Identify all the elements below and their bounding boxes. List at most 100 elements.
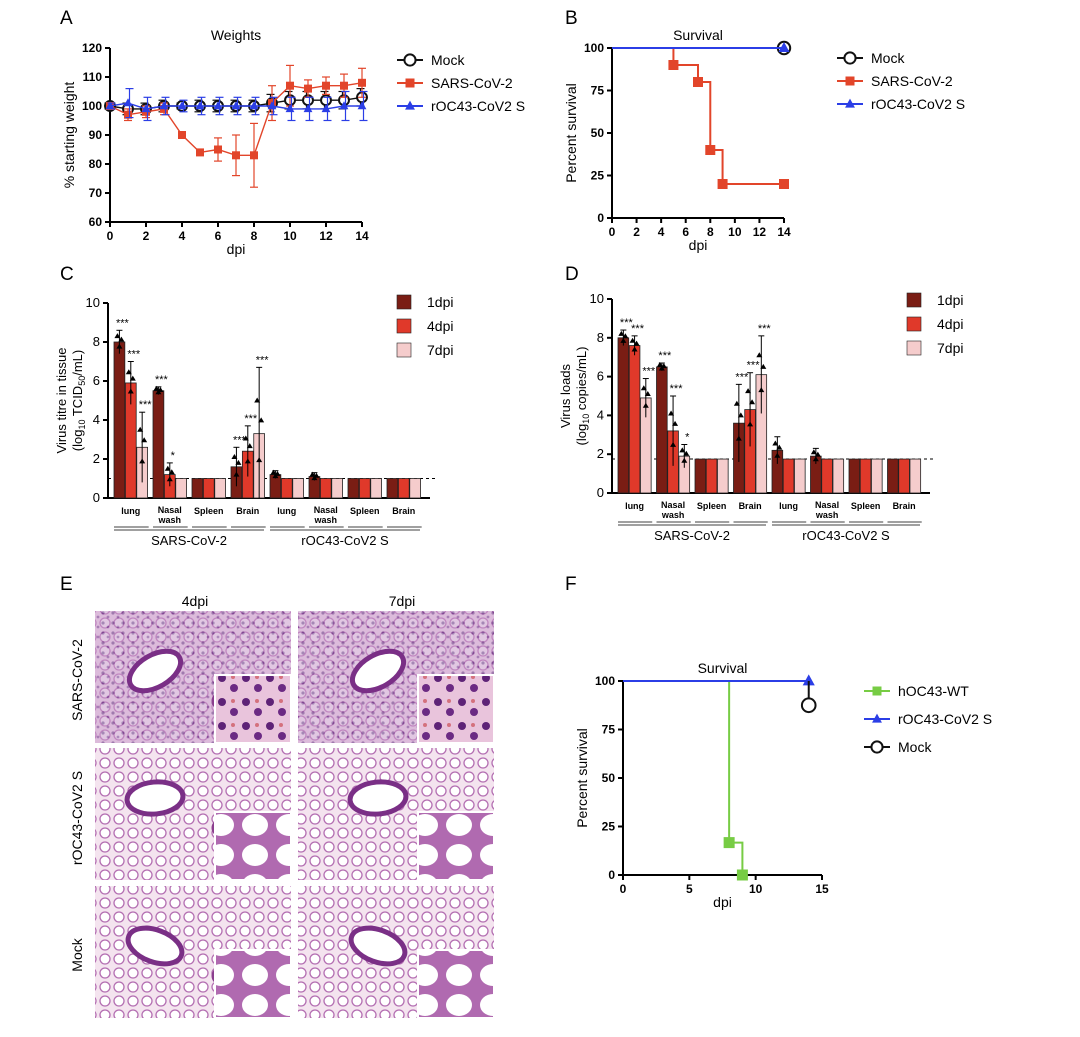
y-tick-label: 120 <box>82 41 102 55</box>
category-label: Brain <box>893 501 916 511</box>
category-label: Spleen <box>194 506 224 516</box>
histology-col-label-4dpi: 4dpi <box>182 593 208 609</box>
data-point <box>141 437 148 443</box>
legend-swatch <box>396 318 412 334</box>
zoom-inset <box>214 949 291 1018</box>
x-tick-label: 6 <box>215 229 222 243</box>
x-tick-label: 4 <box>179 229 186 243</box>
data-point <box>629 337 636 343</box>
tile-content <box>95 886 291 1018</box>
bronchiole <box>347 779 409 817</box>
y-label-part: TCID <box>70 386 85 420</box>
y-tick-label: 50 <box>591 126 605 140</box>
data-point <box>756 352 763 358</box>
bar-7dpi <box>409 478 421 499</box>
data-point <box>736 869 748 881</box>
data-point <box>177 101 187 110</box>
bar-1dpi <box>617 337 630 494</box>
category-label: Spleen <box>350 506 380 516</box>
legend-marker <box>845 98 855 108</box>
data-point <box>760 363 767 369</box>
bronchiole <box>349 648 407 694</box>
data-point <box>644 391 651 397</box>
significance-stars: *** <box>620 317 634 329</box>
y-axis-label: Virus titre in tissue <box>54 348 69 454</box>
bar-1dpi <box>152 390 165 499</box>
histology-row-label-roc43: rOC43-CoV2 S <box>69 771 85 865</box>
y-label-subscript: 50 <box>77 376 87 386</box>
data-point <box>812 456 819 462</box>
zoom-inset <box>214 811 291 880</box>
legend-label: 7dpi <box>427 342 453 358</box>
data-point <box>660 363 667 369</box>
y-tick-label: 0 <box>608 868 615 882</box>
bar-4dpi <box>628 345 641 494</box>
x-tick-label: 15 <box>815 882 829 896</box>
data-point <box>105 101 115 110</box>
legend-swatch <box>396 294 412 310</box>
data-point <box>681 457 688 463</box>
bar-1dpi <box>656 366 668 494</box>
legend-label: 7dpi <box>937 340 963 356</box>
data-point <box>814 451 821 457</box>
category-label: Brain <box>236 506 259 516</box>
category-label: Spleen <box>851 501 881 511</box>
x-tick-label: 4 <box>658 225 665 239</box>
data-point <box>357 101 367 110</box>
histology-tile-r2-c0 <box>95 886 291 1018</box>
legend-marker <box>872 713 882 723</box>
significance-stars: * <box>685 432 690 444</box>
data-point <box>157 386 164 392</box>
histology-tile-r0-c0 <box>95 611 291 743</box>
legend-label: Mock <box>431 52 465 68</box>
data-point <box>168 469 175 475</box>
legend-marker <box>843 51 857 65</box>
weights-chart: Weights 60 70 80 90 100 110 120 0 2 4 6 8 10 12 14 dpi % … <box>61 27 525 257</box>
category-label: wash <box>158 515 182 525</box>
legend-label: Mock <box>898 739 932 755</box>
y-tick-label: 70 <box>89 186 103 200</box>
series-roc43-cov2-s <box>105 87 368 122</box>
y-tick-label: 4 <box>597 407 604 422</box>
x-tick-label: 12 <box>753 225 767 239</box>
legend-label: rOC43-CoV2 S <box>431 98 525 114</box>
bronchiole <box>125 925 185 967</box>
data-point <box>631 346 638 352</box>
category-label: wash <box>815 510 839 520</box>
data-point <box>668 60 679 70</box>
data-point <box>747 421 754 427</box>
zoom-inset <box>417 949 494 1018</box>
legend-label: rOC43-CoV2 S <box>871 96 965 112</box>
bar-7dpi <box>832 458 845 494</box>
legend-label: 1dpi <box>937 292 963 308</box>
data-point <box>249 101 259 110</box>
data-point <box>196 148 204 157</box>
survival-chart-f: Survival 0 25 50 75 100 0 5 10 15 dpi Percent survi… <box>574 660 992 910</box>
bar-4dpi <box>821 458 833 494</box>
legend-swatch <box>906 292 922 308</box>
legend-label: 1dpi <box>427 294 453 310</box>
series-sars-cov-2 <box>106 64 366 188</box>
histology-tile-r1-c1 <box>298 748 494 880</box>
data-point <box>270 469 277 475</box>
category-label: Brain <box>392 506 415 516</box>
bar-4dpi <box>898 458 910 494</box>
legend-marker <box>403 53 417 67</box>
category-label: lung <box>779 501 798 511</box>
bar-7dpi <box>331 478 343 499</box>
data-point <box>303 104 313 113</box>
bar-4dpi <box>859 458 872 494</box>
data-point <box>313 472 320 478</box>
group-label: SARS-CoV-2 <box>151 533 227 548</box>
bar-4dpi <box>397 478 410 499</box>
series-mock <box>800 681 817 714</box>
tile-content <box>95 748 291 880</box>
data-point <box>153 385 160 391</box>
data-point <box>778 42 790 52</box>
data-point <box>137 426 144 432</box>
y-tick-label: 100 <box>584 41 604 55</box>
bar-7dpi <box>909 458 922 494</box>
bar-7dpi <box>175 478 187 499</box>
y-label-part: copies/mL) <box>574 347 589 414</box>
